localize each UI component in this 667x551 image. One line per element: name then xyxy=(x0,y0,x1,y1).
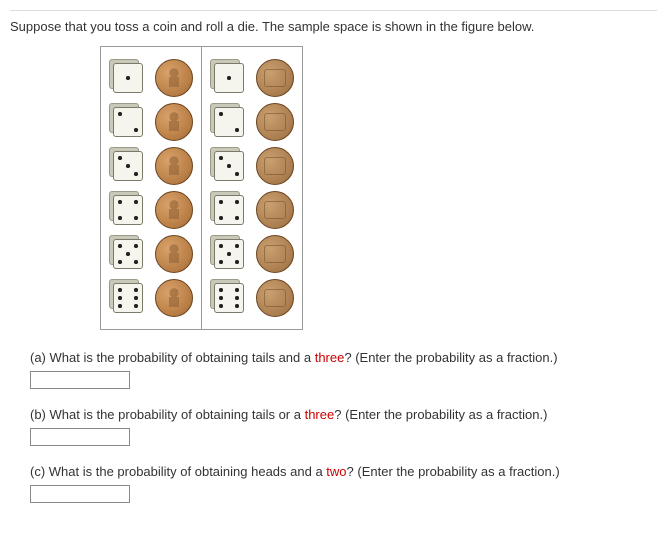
die-6-icon xyxy=(210,279,248,317)
tails-column xyxy=(202,47,303,330)
answer-input-a[interactable] xyxy=(30,371,130,389)
coin-heads-icon xyxy=(155,103,193,141)
die-6-icon xyxy=(109,279,147,317)
die-3-icon xyxy=(210,147,248,185)
heads-column xyxy=(101,47,202,330)
question-b-after: ? (Enter the probability as a fraction.) xyxy=(334,407,547,422)
question-c: (c) What is the probability of obtaining… xyxy=(30,464,657,479)
question-c-highlight: two xyxy=(326,464,346,479)
die-4-icon xyxy=(210,191,248,229)
die-4-icon xyxy=(109,191,147,229)
coin-tails-icon xyxy=(256,147,294,185)
outcome-tails-1 xyxy=(210,59,294,97)
question-a-after: ? (Enter the probability as a fraction.) xyxy=(344,350,557,365)
intro-text: Suppose that you toss a coin and roll a … xyxy=(10,19,657,34)
die-5-icon xyxy=(210,235,248,273)
coin-tails-icon xyxy=(256,59,294,97)
outcome-heads-6 xyxy=(109,279,193,317)
outcome-heads-3 xyxy=(109,147,193,185)
coin-tails-icon xyxy=(256,235,294,273)
outcome-tails-4 xyxy=(210,191,294,229)
outcome-heads-4 xyxy=(109,191,193,229)
question-b: (b) What is the probability of obtaining… xyxy=(30,407,657,422)
answer-input-b[interactable] xyxy=(30,428,130,446)
coin-heads-icon xyxy=(155,235,193,273)
outcome-heads-5 xyxy=(109,235,193,273)
outcome-tails-2 xyxy=(210,103,294,141)
coin-tails-icon xyxy=(256,103,294,141)
outcome-tails-3 xyxy=(210,147,294,185)
sample-space-figure xyxy=(100,46,303,330)
die-2-icon xyxy=(210,103,248,141)
question-b-text: (b) What is the probability of obtaining… xyxy=(30,407,305,422)
outcome-tails-6 xyxy=(210,279,294,317)
die-1-icon xyxy=(210,59,248,97)
coin-heads-icon xyxy=(155,279,193,317)
coin-tails-icon xyxy=(256,191,294,229)
question-b-highlight: three xyxy=(305,407,335,422)
die-2-icon xyxy=(109,103,147,141)
outcome-heads-1 xyxy=(109,59,193,97)
outcome-heads-2 xyxy=(109,103,193,141)
coin-heads-icon xyxy=(155,147,193,185)
coin-tails-icon xyxy=(256,279,294,317)
question-a: (a) What is the probability of obtaining… xyxy=(30,350,657,365)
question-c-text: (c) What is the probability of obtaining… xyxy=(30,464,326,479)
coin-heads-icon xyxy=(155,59,193,97)
die-1-icon xyxy=(109,59,147,97)
answer-input-c[interactable] xyxy=(30,485,130,503)
die-5-icon xyxy=(109,235,147,273)
question-a-text: (a) What is the probability of obtaining… xyxy=(30,350,315,365)
question-a-highlight: three xyxy=(315,350,345,365)
die-3-icon xyxy=(109,147,147,185)
question-c-after: ? (Enter the probability as a fraction.) xyxy=(347,464,560,479)
coin-heads-icon xyxy=(155,191,193,229)
outcome-tails-5 xyxy=(210,235,294,273)
